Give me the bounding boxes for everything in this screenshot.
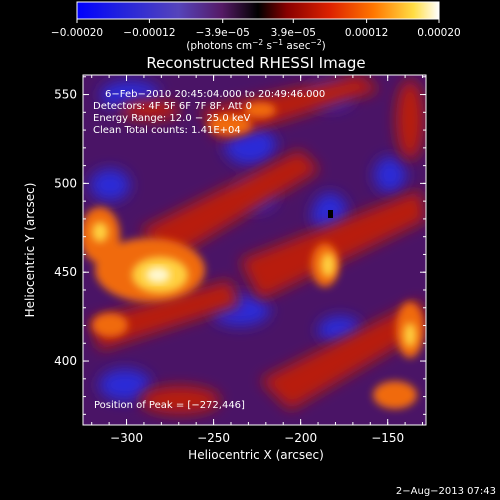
heatmap-image	[83, 75, 426, 425]
colorbar-tick-label: 3.9e−05	[271, 27, 316, 39]
y-tick-label: 550	[54, 88, 77, 102]
plot-frame	[82, 74, 427, 426]
annotation-line: Clean Total counts: 1.41E+04	[93, 125, 241, 136]
x-tick-label: −300	[110, 431, 143, 445]
colorbar-ticks	[76, 19, 440, 23]
colorbar-tick-label: 0.00020	[417, 27, 460, 39]
colorbar-unit: (photons cm−2 s−1 asec−2)	[186, 38, 325, 52]
x-axis-ticks	[91, 75, 424, 425]
colorbar-tick-label: 0.00012	[345, 27, 388, 39]
annotation-block: 6−Feb−2010 20:45:04.000 to 20:49:46.000D…	[93, 89, 325, 136]
y-tick-label: 500	[54, 176, 77, 190]
annotation-line: Energy Range: 12.0 − 25.0 keV	[93, 113, 250, 124]
colorbar	[76, 1, 440, 20]
colorbar-tick-labels: −0.00020 −0.00012 −3.9e−05 3.9e−05 0.00012 0.…	[51, 27, 461, 39]
chart-title: Reconstructed RHESSI Image	[146, 54, 365, 72]
x-tick-labels: −300 −250 −200 −150	[110, 431, 404, 445]
colorbar-tick-label: −3.9e−05	[196, 27, 250, 39]
annotation-line: Detectors: 4F 5F 6F 7F 8F, Att 0	[93, 101, 252, 112]
peak-position-label: Position of Peak = [−272,446]	[94, 400, 245, 411]
y-tick-label: 450	[54, 265, 77, 279]
min-pixel	[328, 210, 333, 218]
colorbar-tick-label: −0.00020	[51, 27, 103, 39]
footer-date: 2−Aug−2013 07:43	[396, 486, 496, 497]
y-tick-labels: 400 450 500 550	[54, 88, 77, 368]
colorbar-tick-label: −0.00012	[123, 27, 175, 39]
y-tick-label: 400	[54, 354, 77, 368]
x-tick-label: −250	[197, 431, 230, 445]
y-axis-ticks	[83, 76, 426, 415]
peak-core	[146, 267, 170, 283]
x-axis-label: Heliocentric X (arcsec)	[188, 448, 324, 462]
annotation-line: 6−Feb−2010 20:45:04.000 to 20:49:46.000	[105, 89, 325, 100]
x-tick-label: −150	[371, 431, 404, 445]
x-tick-label: −200	[284, 431, 317, 445]
y-axis-label: Heliocentric Y (arcsec)	[23, 183, 37, 318]
